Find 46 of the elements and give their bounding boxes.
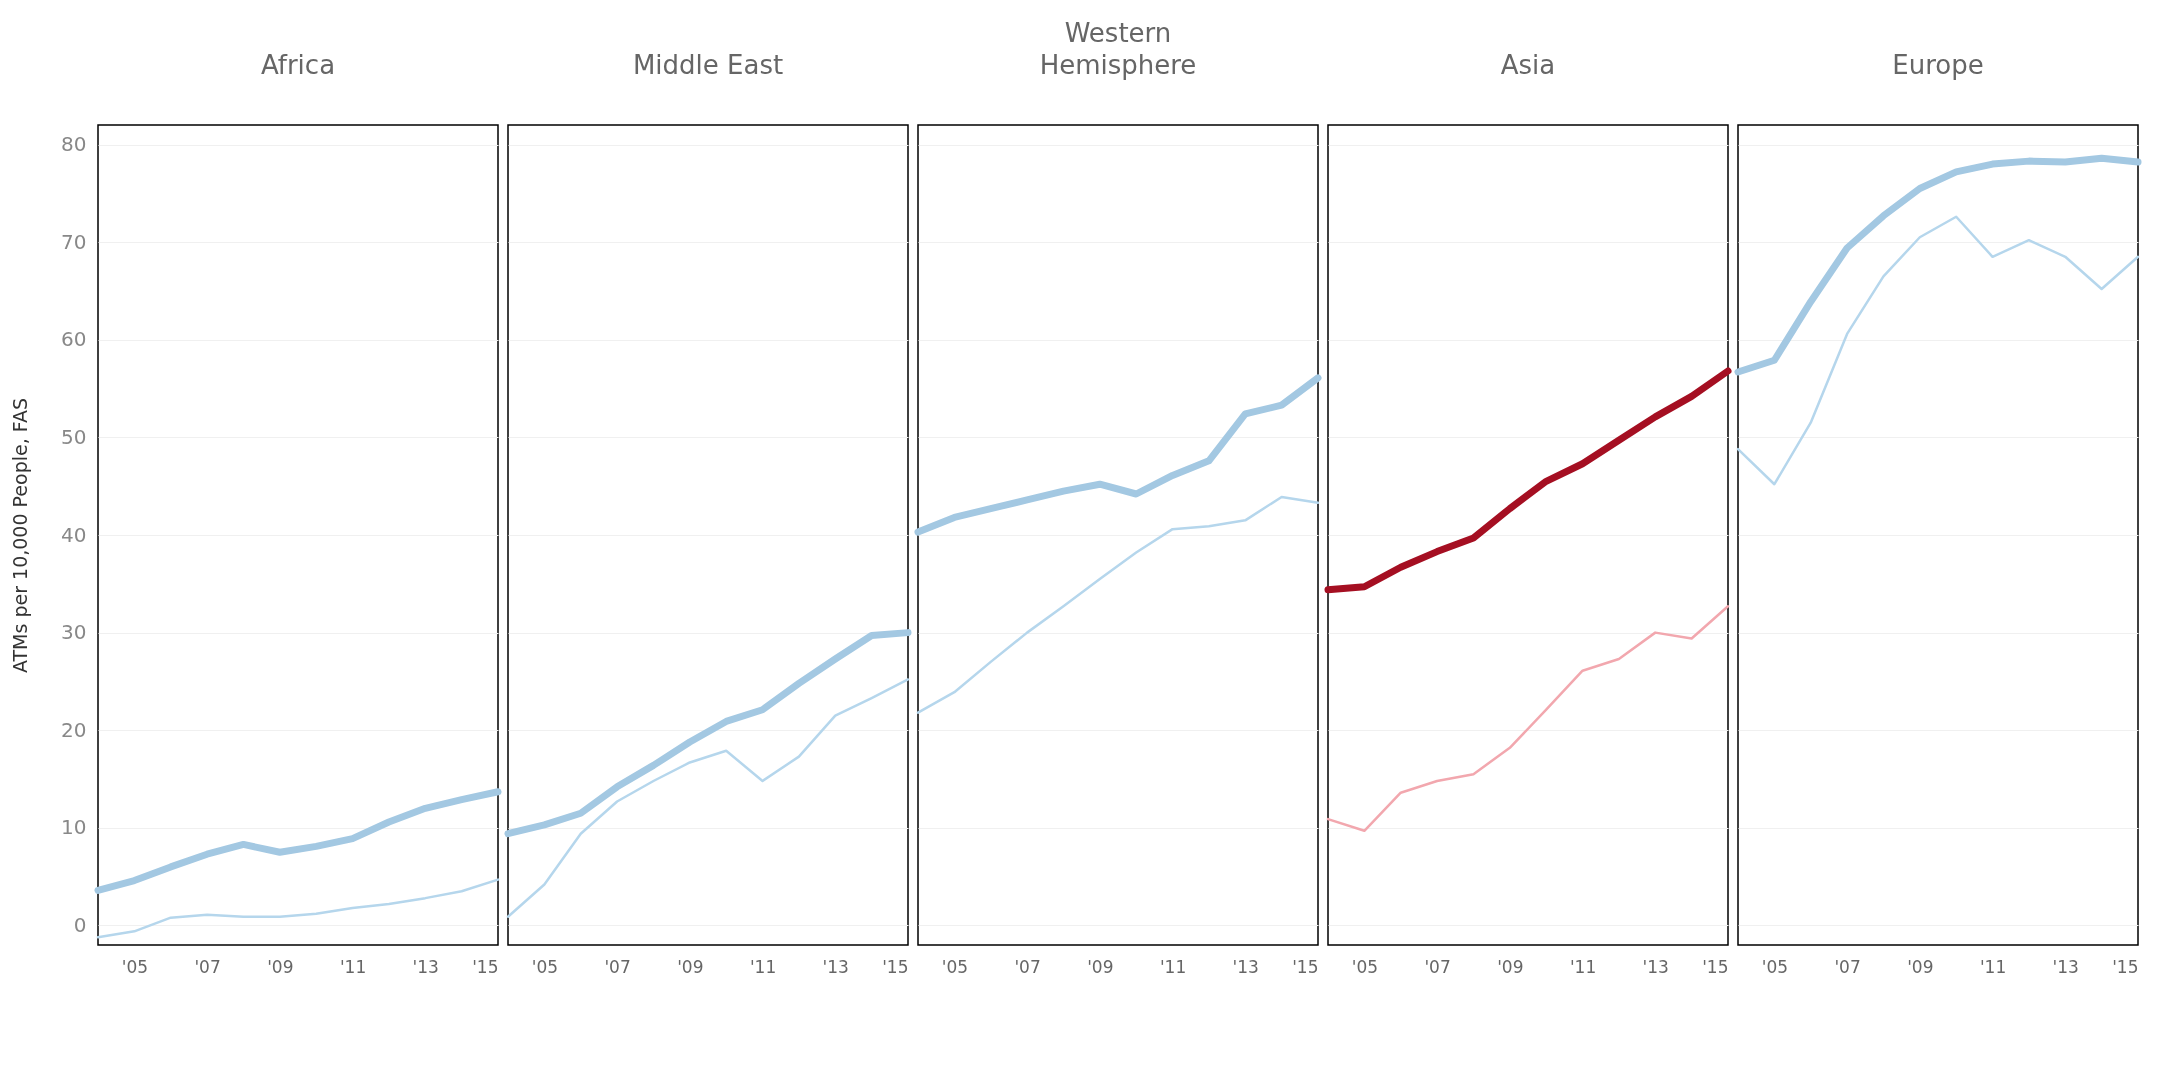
chart-title: Western Hemisphere <box>1039 18 1197 80</box>
x-tick-label: '09 <box>1907 956 1934 977</box>
x-tick-label: '07 <box>1424 956 1451 977</box>
y-tick-label: 40 <box>61 522 87 547</box>
chart-title: Europe <box>1892 50 1984 80</box>
x-tick-label: '15 <box>882 956 909 977</box>
x-tick-label: '13 <box>412 956 439 977</box>
y-tick-label: 10 <box>61 815 87 840</box>
y-tick-label: 70 <box>61 229 87 254</box>
y-tick-label: 60 <box>61 327 87 352</box>
x-tick-label: '13 <box>1642 956 1669 977</box>
y-tick-label: 20 <box>61 717 87 742</box>
x-tick-label: '15 <box>472 956 499 977</box>
x-tick-label: '13 <box>1232 956 1259 977</box>
x-tick-label: '09 <box>267 956 294 977</box>
x-tick-label: '05 <box>1761 956 1789 977</box>
x-tick-label: '11 <box>1979 956 2007 977</box>
x-tick-label: '05 <box>121 956 149 977</box>
x-tick-label: '15 <box>1292 956 1319 977</box>
y-tick-label: 30 <box>61 620 87 645</box>
x-tick-label: '05 <box>941 956 969 977</box>
y-axis-title: ATMs per 10,000 People, FAS <box>9 397 32 674</box>
line-series <box>96 878 500 939</box>
y-tick-label: 0 <box>73 912 87 937</box>
x-tick-label: '11 <box>339 956 367 977</box>
y-tick-label: 80 <box>61 132 87 157</box>
x-tick-label: '13 <box>2052 956 2079 977</box>
x-tick-label: '05 <box>531 956 559 977</box>
x-tick-label: '11 <box>1159 956 1187 977</box>
x-tick-label: '09 <box>677 956 704 977</box>
x-tick-label: '15 <box>1702 956 1729 977</box>
x-tick-label: '09 <box>1497 956 1524 977</box>
chart-title: Middle East <box>632 50 784 80</box>
chart-title: Africa <box>260 50 336 80</box>
x-tick-label: '13 <box>822 956 849 977</box>
x-tick-label: '07 <box>1014 956 1041 977</box>
x-tick-label: '07 <box>194 956 221 977</box>
chart-title: Asia <box>1500 50 1556 80</box>
x-tick-label: '11 <box>1569 956 1597 977</box>
x-tick-label: '07 <box>1834 956 1861 977</box>
x-tick-label: '07 <box>604 956 631 977</box>
x-tick-label: '09 <box>1087 956 1114 977</box>
x-tick-label: '05 <box>1351 956 1379 977</box>
x-tick-label: '15 <box>2112 956 2139 977</box>
y-tick-label: 50 <box>61 424 87 449</box>
x-tick-label: '11 <box>749 956 777 977</box>
